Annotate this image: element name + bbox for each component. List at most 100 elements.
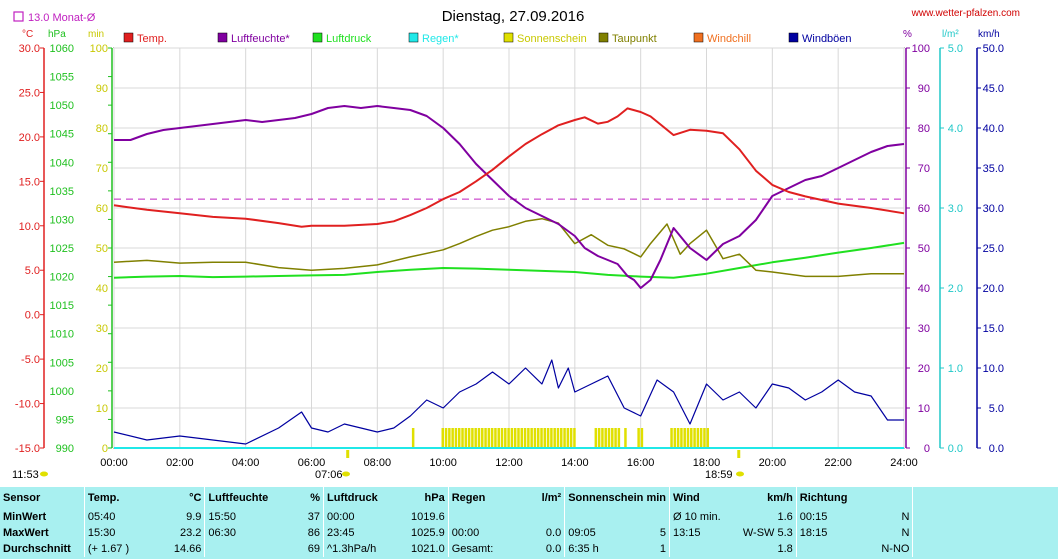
cell: (+ 1.67 ) <box>83 541 161 557</box>
hdr-sunshine: Sonnenschein min <box>564 487 670 509</box>
y-tick-label-pressure: 1050 <box>50 100 74 112</box>
unit-rain: l/m² <box>942 29 959 40</box>
y-tick-label-pressure: 1030 <box>50 214 74 226</box>
y-tick-label-humidity: 30 <box>918 323 930 335</box>
sunshine-bars <box>411 428 709 448</box>
sunshine-bar <box>683 428 686 448</box>
y-tick-label-rain: 4.0 <box>948 123 963 135</box>
cell: 1.6 <box>777 511 793 523</box>
cell: 06:30 <box>204 525 282 541</box>
cell <box>668 541 738 557</box>
sunshine-bar <box>573 428 576 448</box>
stats-row-avg: Durchschnitt (+ 1.67 ) 14.66 69 ^1.3hPa/… <box>0 541 1058 557</box>
hdr-humidity: Luftfeuchte <box>204 487 282 509</box>
sunshine-bar <box>484 428 487 448</box>
legend-swatch-dewpoint <box>598 32 609 43</box>
x-tick-label: 18:00 <box>693 457 721 469</box>
x-tick-label: 02:00 <box>166 457 194 469</box>
x-tick-label: 12:00 <box>495 457 523 469</box>
sunshine-bar <box>703 428 706 448</box>
sunshine-bar <box>614 428 617 448</box>
sunshine-bar <box>670 428 673 448</box>
series-line-temp <box>113 107 905 228</box>
cell: 69 <box>307 543 321 555</box>
legend-label-gusts: Windböen <box>802 33 852 45</box>
y-tick-label-humidity: 20 <box>918 363 930 375</box>
y-tick-label-minutes: 40 <box>96 283 108 295</box>
series-line-pressure <box>113 241 905 279</box>
sunshine-bar <box>624 428 627 448</box>
sunshine-bar <box>457 428 461 448</box>
cell: N <box>901 527 910 539</box>
sunshine-bar <box>690 428 693 448</box>
sunshine-bar <box>477 428 481 448</box>
website-link[interactable]: www.wetter-pfalzen.com <box>911 8 1020 19</box>
y-tick-label-pressure: 1060 <box>50 43 74 55</box>
stats-header-row: Sensor Temp. °C Luftfeuchte % Luftdruck … <box>0 487 1058 509</box>
y-tick-label-temp: 20.0 <box>19 132 40 144</box>
sunshine-bar <box>471 428 474 448</box>
sunset-marker <box>737 450 741 458</box>
y-tick-label-humidity: 60 <box>918 203 930 215</box>
legend-swatch-rain <box>408 32 419 43</box>
hdr-direction: Richtung <box>795 487 867 509</box>
x-tick-label: 20:00 <box>759 457 787 469</box>
sunshine-bar <box>513 428 517 448</box>
sunrise-marker <box>346 450 350 458</box>
cell: 15:50 <box>204 509 282 525</box>
y-tick-label-temp: 10.0 <box>19 221 40 233</box>
cell: W-SW 5.3 <box>742 527 793 539</box>
y-tick-label-humidity: 40 <box>918 283 930 295</box>
cell <box>447 509 521 525</box>
legend-label-pressure: Luftdruck <box>326 33 372 45</box>
y-tick-label-temp: 5.0 <box>25 265 40 277</box>
sunshine-bar <box>553 428 556 448</box>
y-tick-label-humidity: 10 <box>918 403 930 415</box>
sunshine-bar <box>507 428 510 448</box>
x-tick-label: 14:00 <box>561 457 589 469</box>
y-tick-label-minutes: 30 <box>96 323 108 335</box>
sunshine-bar <box>563 428 566 448</box>
sunshine-bar <box>411 428 415 448</box>
y-tick-label-minutes: 50 <box>96 243 108 255</box>
sunshine-bar <box>444 428 448 448</box>
cell: 13:15 <box>668 525 738 541</box>
cell: 1.8 <box>777 543 793 555</box>
cell <box>204 541 282 557</box>
sunshine-bar <box>520 428 524 448</box>
cell: 0.0 <box>545 527 562 539</box>
sunshine-bar <box>597 428 601 448</box>
time-start-label: 11:53 <box>12 469 39 481</box>
month-avg-legend-label: 13.0 Monat-Ø <box>28 12 96 24</box>
cell: 00:15 <box>795 509 867 525</box>
sunshine-bar <box>536 428 540 448</box>
y-tick-label-humidity: 80 <box>918 123 930 135</box>
sunshine-bar <box>569 428 573 448</box>
hdr-rain: Regen <box>447 487 521 509</box>
cell: 00:00 <box>447 525 521 541</box>
hdr-sensor: Sensor <box>3 492 41 504</box>
y-tick-label-wind: 0.0 <box>989 443 1004 455</box>
axes: 00:00 02:00 04:00 06:00 08:00 10:00 12:00 14:00… <box>15 43 1004 469</box>
cell: ^1.3hPa/h <box>323 541 396 557</box>
y-tick-label-wind: 40.0 <box>983 123 1004 135</box>
cell: Gesamt: <box>447 541 521 557</box>
x-tick-label: 06:00 <box>298 457 326 469</box>
sunshine-bar <box>680 428 683 448</box>
y-tick-label-minutes: 100 <box>90 43 108 55</box>
unit-labels: °C hPa min % l/m² km/h <box>22 29 1000 40</box>
y-tick-label-humidity: 100 <box>912 43 930 55</box>
row-label-max: MaxWert <box>3 527 49 539</box>
y-tick-label-pressure: 1025 <box>50 243 74 255</box>
legend-swatch-pressure <box>312 32 323 43</box>
sunshine-bar <box>601 428 604 448</box>
month-avg-legend-icon <box>13 11 24 22</box>
sunshine-bar <box>474 428 477 448</box>
sunshine-bar <box>604 428 607 448</box>
sunset-dot <box>736 471 744 477</box>
y-tick-label-pressure: 1020 <box>50 272 74 284</box>
legend: Temp. Luftfeuchte* Luftdruck Regen* Sonnensc… <box>123 32 852 45</box>
unit-wind: km/h <box>978 29 1000 40</box>
y-tick-label-rain: 3.0 <box>948 203 963 215</box>
cell <box>795 541 867 557</box>
